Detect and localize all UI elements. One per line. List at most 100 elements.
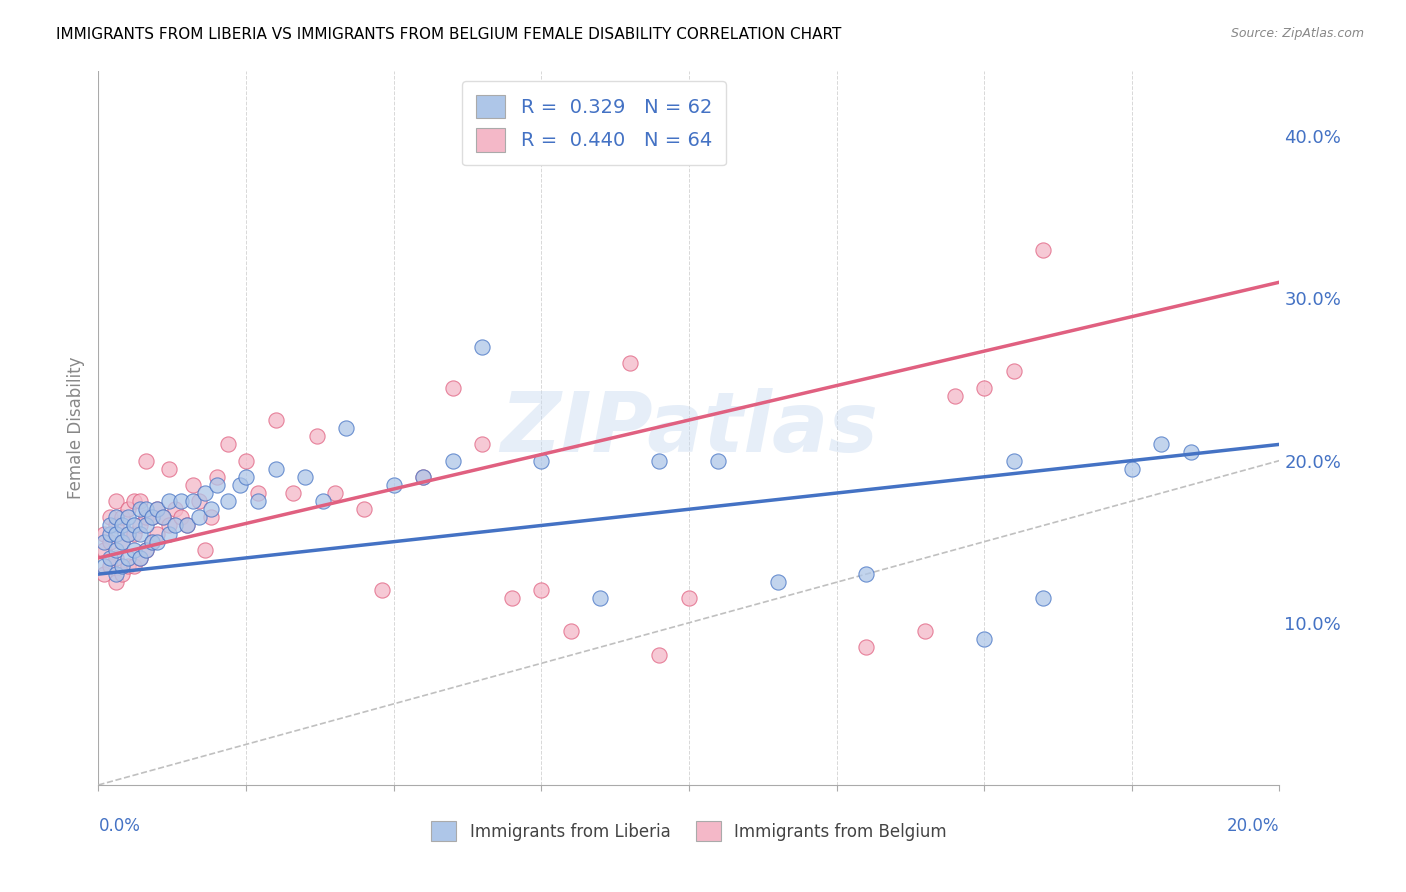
Point — [165, 502, 187, 516]
Point — [98, 559, 121, 574]
Point — [1002, 453, 1025, 467]
Point — [146, 502, 169, 516]
Point — [181, 494, 204, 508]
Point — [187, 510, 209, 524]
Point — [235, 470, 257, 484]
Point — [117, 526, 139, 541]
Point — [530, 453, 553, 467]
Point — [122, 542, 145, 557]
Point — [117, 510, 139, 524]
Point — [229, 478, 252, 492]
Point — [135, 502, 157, 516]
Point — [105, 518, 128, 533]
Point — [117, 502, 139, 516]
Point — [1150, 437, 1173, 451]
Point — [98, 526, 121, 541]
Point — [93, 542, 115, 557]
Point — [412, 470, 434, 484]
Point — [111, 534, 134, 549]
Point — [141, 534, 163, 549]
Point — [530, 583, 553, 598]
Point — [943, 389, 966, 403]
Point — [128, 494, 150, 508]
Point — [105, 494, 128, 508]
Point — [117, 526, 139, 541]
Point — [1032, 243, 1054, 257]
Point — [200, 502, 222, 516]
Point — [766, 575, 789, 590]
Point — [264, 461, 287, 475]
Point — [619, 356, 641, 370]
Point — [105, 575, 128, 590]
Point — [135, 510, 157, 524]
Text: IMMIGRANTS FROM LIBERIA VS IMMIGRANTS FROM BELGIUM FEMALE DISABILITY CORRELATION: IMMIGRANTS FROM LIBERIA VS IMMIGRANTS FR… — [56, 27, 842, 42]
Point — [305, 429, 328, 443]
Point — [146, 526, 169, 541]
Point — [855, 640, 877, 654]
Point — [165, 518, 187, 533]
Point — [93, 534, 115, 549]
Point — [246, 486, 269, 500]
Point — [382, 478, 405, 492]
Point — [128, 550, 150, 565]
Point — [176, 518, 198, 533]
Point — [1002, 364, 1025, 378]
Point — [181, 478, 204, 492]
Point — [441, 381, 464, 395]
Point — [170, 510, 193, 524]
Point — [93, 567, 115, 582]
Point — [98, 510, 121, 524]
Text: 20.0%: 20.0% — [1227, 817, 1279, 835]
Point — [294, 470, 316, 484]
Point — [855, 567, 877, 582]
Point — [648, 648, 671, 663]
Point — [141, 534, 163, 549]
Point — [157, 461, 180, 475]
Point — [122, 526, 145, 541]
Point — [217, 437, 239, 451]
Point — [157, 494, 180, 508]
Point — [93, 559, 115, 574]
Point — [335, 421, 357, 435]
Point — [648, 453, 671, 467]
Point — [141, 510, 163, 524]
Point — [283, 486, 305, 500]
Point — [973, 632, 995, 646]
Point — [471, 437, 494, 451]
Point — [152, 510, 174, 524]
Point — [176, 518, 198, 533]
Point — [157, 518, 180, 533]
Point — [146, 534, 169, 549]
Point — [501, 591, 523, 606]
Point — [235, 453, 257, 467]
Legend: Immigrants from Liberia, Immigrants from Belgium: Immigrants from Liberia, Immigrants from… — [425, 814, 953, 848]
Point — [117, 550, 139, 565]
Point — [93, 526, 115, 541]
Point — [146, 502, 169, 516]
Point — [111, 559, 134, 574]
Text: Source: ZipAtlas.com: Source: ZipAtlas.com — [1230, 27, 1364, 40]
Point — [141, 510, 163, 524]
Point — [371, 583, 394, 598]
Point — [471, 340, 494, 354]
Point — [707, 453, 730, 467]
Point — [135, 542, 157, 557]
Point — [264, 413, 287, 427]
Point — [122, 494, 145, 508]
Point — [1180, 445, 1202, 459]
Point — [194, 486, 217, 500]
Point — [105, 542, 128, 557]
Point — [1121, 461, 1143, 475]
Point — [194, 542, 217, 557]
Point — [973, 381, 995, 395]
Point — [117, 559, 139, 574]
Point — [412, 470, 434, 484]
Text: 0.0%: 0.0% — [98, 817, 141, 835]
Point — [589, 591, 612, 606]
Point — [205, 470, 228, 484]
Point — [157, 526, 180, 541]
Point — [111, 518, 134, 533]
Point — [187, 494, 209, 508]
Point — [560, 624, 582, 638]
Point — [323, 486, 346, 500]
